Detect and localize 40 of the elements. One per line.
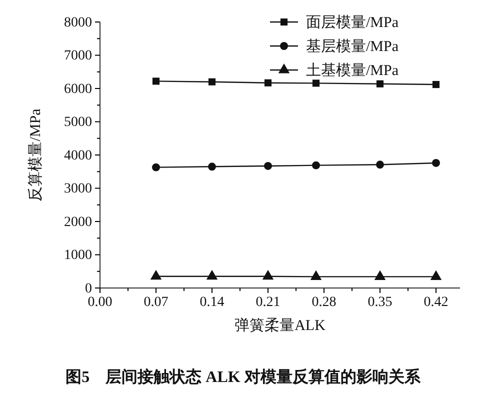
- y-axis-title: 反算模量/MPa: [27, 108, 44, 202]
- point: [376, 160, 384, 169]
- y-tick-label: 3000: [64, 182, 92, 197]
- y-tick-label: 1000: [64, 248, 92, 264]
- point: [152, 163, 160, 172]
- point: [208, 78, 216, 86]
- x-tick-label: 0.00: [88, 294, 112, 310]
- y-tick-label: 6000: [64, 82, 92, 97]
- point: [374, 270, 386, 280]
- legend-label: 土基模量/MPa: [306, 62, 399, 79]
- point: [430, 270, 442, 280]
- point: [432, 80, 440, 88]
- legend-label: 面层模量/MPa: [306, 14, 399, 31]
- point: [432, 159, 440, 167]
- point: [208, 162, 216, 171]
- y-tick-label: 7000: [64, 48, 92, 64]
- point: [310, 270, 322, 280]
- point: [262, 270, 274, 280]
- point: [264, 79, 272, 86]
- x-tick-label: 0.28: [312, 294, 336, 310]
- y-tick-label: 4000: [64, 148, 92, 164]
- point: [264, 162, 272, 170]
- y-tick-label: 5000: [64, 115, 92, 130]
- x-tick-label: 0.42: [424, 294, 448, 310]
- caption: 图5 层间接触状态 ALK 对模量反算值的影响关系: [66, 368, 422, 386]
- y-tick-label: 8000: [64, 15, 92, 30]
- y-tick-label: 0: [85, 281, 92, 296]
- legend-label: 基层模量/MPa: [306, 38, 399, 55]
- point: [312, 80, 320, 87]
- point: [376, 80, 384, 88]
- x-tick-label: 0.21: [256, 294, 280, 310]
- point: [312, 161, 320, 170]
- point: [206, 270, 218, 280]
- point: [152, 78, 160, 85]
- x-tick-label: 0.07: [144, 294, 168, 310]
- x-tick-label: 0.35: [368, 294, 392, 310]
- x-axis-title: 弹簧柔量ALK: [234, 317, 326, 334]
- y-tick-label: 2000: [64, 214, 92, 230]
- point: [150, 270, 162, 280]
- x-tick-label: 0.14: [200, 294, 224, 310]
